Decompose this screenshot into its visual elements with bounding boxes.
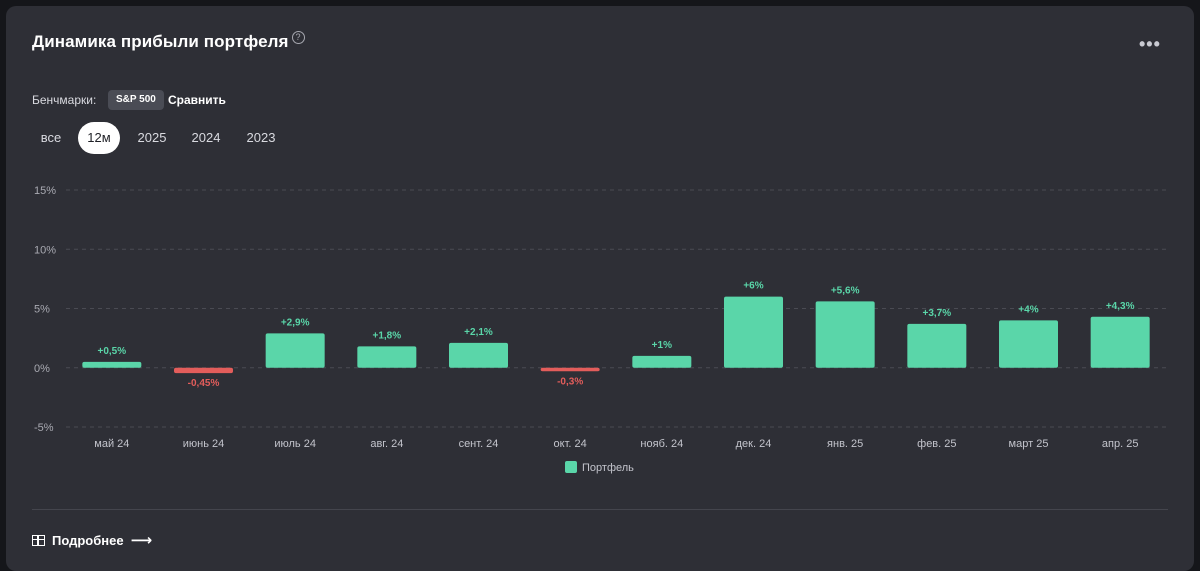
x-tick-label: июль 24 <box>274 438 316 450</box>
bar <box>265 333 325 368</box>
portfolio-profit-card: Динамика прибыли портфеля? ••• Бенчмарки… <box>6 6 1194 571</box>
bar <box>632 355 692 368</box>
data-label: +1% <box>652 340 672 351</box>
details-link[interactable]: Подробнее ⟶ <box>32 531 152 549</box>
y-tick-label: 15% <box>34 185 56 197</box>
data-label: +2,1% <box>464 327 493 338</box>
data-label: +1,8% <box>373 330 402 341</box>
data-label: +2,9% <box>281 317 310 328</box>
x-tick-label: фев. 25 <box>917 438 956 450</box>
benchmarks-label: Бенчмарки: <box>32 93 97 107</box>
table-icon <box>32 534 45 546</box>
x-tick-label: дек. 24 <box>736 438 772 450</box>
bar <box>1090 316 1150 368</box>
x-tick-label: янв. 25 <box>827 438 863 450</box>
y-tick-label: 0% <box>34 363 50 375</box>
data-label: +4% <box>1018 304 1038 315</box>
compare-button[interactable]: Сравнить <box>168 93 226 107</box>
x-tick-label: апр. 25 <box>1102 438 1139 450</box>
bar <box>907 323 967 368</box>
data-label: +4,3% <box>1106 301 1135 312</box>
arrow-right-icon: ⟶ <box>130 532 153 549</box>
bar <box>449 342 508 368</box>
x-tick-label: авг. 24 <box>370 438 403 450</box>
x-tick-label: март 25 <box>1009 438 1049 450</box>
tab-2024[interactable]: 2024 <box>191 130 221 145</box>
legend-label: Портфель <box>582 462 634 474</box>
x-tick-label: нояб. 24 <box>640 438 683 450</box>
benchmark-chip-sp500[interactable]: S&P 500 <box>108 90 164 110</box>
data-label: -0,45% <box>188 378 220 389</box>
bar <box>82 361 142 368</box>
x-tick-label: май 24 <box>94 438 129 450</box>
y-tick-label: 10% <box>34 244 56 256</box>
data-label: +3,7% <box>923 308 952 319</box>
tab-12m[interactable]: 12м <box>78 122 120 154</box>
data-label: -0,3% <box>557 376 583 387</box>
y-tick-label: 5% <box>34 304 50 316</box>
data-label: +0,5% <box>98 346 127 357</box>
details-link-label: Подробнее <box>52 532 124 548</box>
card-title: Динамика прибыли портфеля? <box>32 31 305 52</box>
legend-swatch <box>565 461 577 473</box>
data-label: +6% <box>743 281 763 292</box>
help-icon[interactable]: ? <box>291 31 305 44</box>
more-options-icon[interactable]: ••• <box>1139 34 1161 54</box>
data-label: +5,6% <box>831 285 860 296</box>
tab-2025[interactable]: 2025 <box>137 130 167 145</box>
x-tick-label: сент. 24 <box>459 438 499 450</box>
bar <box>999 320 1058 368</box>
bar <box>357 346 417 368</box>
x-tick-label: окт. 24 <box>554 438 587 450</box>
y-tick-label: -5% <box>34 422 54 434</box>
card-title-text: Динамика прибыли портфеля <box>32 32 289 51</box>
footer-divider <box>32 509 1168 510</box>
bar <box>724 296 783 368</box>
bar <box>174 367 233 374</box>
tab-all[interactable]: все <box>40 130 62 145</box>
bar <box>540 367 600 372</box>
x-tick-label: июнь 24 <box>183 438 225 450</box>
bar <box>815 301 875 368</box>
tab-2023[interactable]: 2023 <box>246 130 276 145</box>
